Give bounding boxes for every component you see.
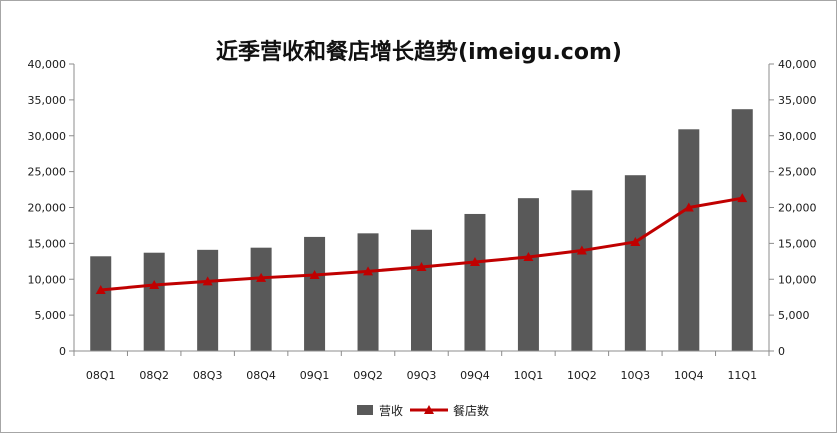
bar (90, 256, 112, 351)
line-marker (202, 276, 213, 286)
x-tick-label: 10Q1 (514, 369, 544, 382)
y-tick-label-left: 30,000 (28, 130, 67, 143)
y-tick-label-right: 35,000 (778, 94, 817, 107)
bar (143, 252, 165, 351)
y-tick-label-left: 0 (59, 345, 66, 358)
line-marker (95, 285, 106, 295)
bar (678, 129, 700, 351)
x-tick-label: 09Q2 (353, 369, 383, 382)
y-tick-label-left: 10,000 (28, 273, 67, 286)
line-marker (416, 262, 427, 272)
x-tick-label: 08Q3 (193, 369, 223, 382)
legend-bar-label: 营收 (379, 404, 403, 418)
bar (464, 213, 486, 351)
line-marker (523, 252, 534, 262)
line-marker (683, 202, 694, 212)
y-tick-label-right: 25,000 (778, 166, 817, 179)
y-tick-label-left: 25,000 (28, 166, 67, 179)
chart-title: 近季营收和餐店增长趋势(imeigu.com) (216, 39, 622, 65)
x-tick-label: 09Q4 (460, 369, 490, 382)
x-tick-label: 10Q2 (567, 369, 597, 382)
bar (571, 190, 593, 351)
line-marker (737, 193, 748, 203)
x-tick-label: 09Q1 (300, 369, 330, 382)
y-tick-label-right: 5,000 (778, 309, 810, 322)
bar (517, 198, 539, 351)
bar (304, 236, 326, 351)
y-tick-label-left: 40,000 (28, 58, 67, 71)
x-tick-label: 10Q4 (674, 369, 704, 382)
y-tick-label-left: 20,000 (28, 202, 67, 215)
line-marker (149, 279, 160, 289)
bar (357, 233, 379, 351)
line-marker (363, 266, 374, 276)
y-tick-label-right: 20,000 (778, 202, 817, 215)
legend: 营收 餐店数 (357, 403, 489, 418)
x-tick-label: 08Q1 (86, 369, 116, 382)
line-marker (576, 245, 587, 255)
y-tick-label-left: 5,000 (35, 309, 67, 322)
line-marker (256, 272, 267, 282)
axes: 0 0 5,000 5,000 10,000 10,000 15,000 15,000 20,0… (28, 58, 817, 382)
y-tick-label-left: 35,000 (28, 94, 67, 107)
x-tick-label: 08Q4 (246, 369, 276, 382)
legend-line-label: 餐店数 (453, 403, 489, 418)
line-marker (630, 236, 641, 246)
line-marker (309, 269, 320, 279)
y-tick-label-left: 15,000 (28, 237, 67, 250)
x-tick-label: 08Q2 (139, 369, 169, 382)
bar-series (90, 109, 753, 351)
bar (197, 249, 219, 351)
y-tick-label-right: 30,000 (778, 130, 817, 143)
bar (731, 109, 753, 351)
bar (624, 175, 646, 351)
y-tick-label-right: 40,000 (778, 58, 817, 71)
line-marker (469, 257, 480, 267)
x-tick-label: 09Q3 (407, 369, 437, 382)
y-tick-label-right: 10,000 (778, 273, 817, 286)
bar (250, 247, 272, 351)
line-series (95, 193, 748, 295)
x-tick-label: 11Q1 (727, 369, 757, 382)
y-tick-label-right: 15,000 (778, 237, 817, 250)
legend-bar-swatch (357, 405, 373, 415)
y-tick-label-right: 0 (778, 345, 785, 358)
x-tick-label: 10Q3 (621, 369, 651, 382)
bar (411, 229, 432, 351)
legend-line-marker (424, 405, 434, 414)
